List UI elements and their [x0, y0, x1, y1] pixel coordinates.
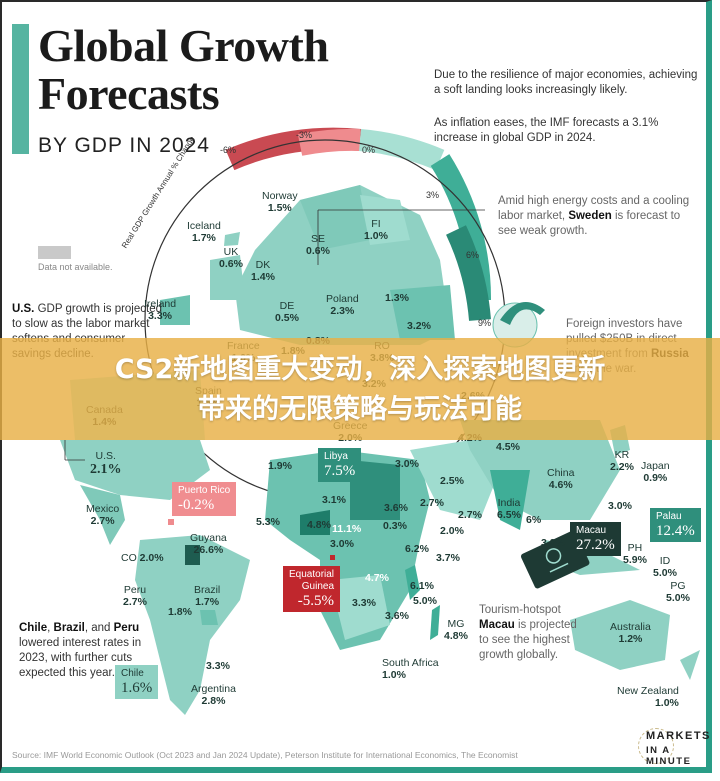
note-sweden: Amid high energy costs and a cooling lab…: [498, 195, 690, 237]
label-pg: PG 5.0%: [666, 580, 690, 604]
gauge-tick-0: 0%: [362, 145, 376, 155]
label-de: DE 0.5%: [275, 300, 299, 324]
label-uk: UK 0.6%: [219, 246, 243, 270]
label-thailand: 3.2%: [541, 537, 565, 549]
label-se: SE 0.6%: [306, 233, 330, 257]
label-ukraine-region: 3.2%: [407, 320, 431, 332]
label-nigeria: 3.0%: [330, 538, 354, 550]
no-data-swatch: [38, 246, 71, 259]
label-us: U.S. 2.1%: [90, 450, 122, 477]
label-new-zealand: New Zealand 1.0%: [617, 685, 679, 709]
gauge-tick-neg6: -6%: [220, 145, 237, 155]
label-japan: Japan 0.9%: [641, 460, 670, 484]
title-accent-bar: [12, 24, 29, 154]
label-taiwan: 3.0%: [608, 500, 632, 512]
label-brazil: Brazil 1.7%: [194, 584, 221, 608]
gauge-tick-9: 9%: [478, 318, 492, 328]
label-iran: 2.5%: [440, 475, 464, 487]
callout-macau: Macau 27.2%: [570, 522, 621, 556]
label-morocco: 1.9%: [268, 460, 292, 472]
page-title: Global Growth Forecasts: [38, 20, 329, 119]
title-line-2: Forecasts: [38, 68, 220, 119]
markets-in-a-minute-logo: MARKETS IN A MINUTE: [638, 728, 709, 767]
label-angola: 3.3%: [352, 597, 376, 609]
page-subtitle: BY GDP IN 2024: [38, 134, 210, 157]
title-line-1: Global Growth: [38, 20, 329, 71]
label-yemen: 2.0%: [440, 525, 464, 537]
promo-overlay-text: CS2新地图重大变动，深入探索地图更新 带来的无限策略与玩法可能: [0, 350, 720, 430]
label-id: ID 5.0%: [653, 555, 677, 579]
label-fi: FI 1.0%: [364, 218, 388, 242]
label-niger: 11.1%: [332, 523, 362, 535]
gauge-arc: [225, 127, 492, 322]
label-saudi: 2.7%: [420, 497, 444, 509]
no-data-label: Data not available.: [38, 262, 113, 272]
label-mozambique: 5.0%: [413, 595, 437, 607]
label-egypt: 3.6%: [384, 502, 408, 514]
label-ireland: Ireland 3.3%: [144, 298, 177, 322]
gauge-tick-3: 3%: [426, 190, 440, 200]
callout-libya: Libya 7.5%: [318, 448, 362, 482]
label-ethiopia: 6.2%: [405, 543, 429, 555]
gauge-tick-neg3: -3%: [296, 130, 313, 140]
label-zimbabwe: 3.6%: [385, 610, 409, 622]
callout-equatorial-guinea: Equatorial Guinea -5.5%: [283, 566, 341, 612]
label-mexico: Mexico 2.7%: [86, 503, 120, 527]
label-uruguay: 3.3%: [206, 660, 230, 672]
overlay-line-2: 带来的无限策略与玩法可能: [198, 394, 522, 425]
note-south-america: Chile, Brazil, and Peru lowered interest…: [19, 622, 142, 679]
logo-line-2: IN A MINUTE: [646, 745, 692, 767]
label-drc: 4.7%: [365, 572, 389, 584]
label-iraq: 3.0%: [395, 458, 419, 470]
label-ph: PH 5.9%: [623, 542, 647, 566]
callout-palau: Palau 12.4%: [650, 508, 701, 542]
label-kr: KR 2.2%: [610, 449, 634, 473]
label-co: CO 2.0%: [121, 552, 164, 564]
label-norway: Norway 1.5%: [262, 190, 298, 214]
label-australia: Australia 1.2%: [610, 621, 651, 645]
label-argentina: Argentina 2.8%: [191, 683, 236, 707]
label-poland: Poland 2.3%: [326, 293, 359, 317]
callout-puerto-rico: Puerto Rico -0.2%: [172, 482, 237, 516]
label-south-africa: South Africa 1.0%: [382, 657, 439, 681]
overlay-line-1: CS2新地图重大变动，深入探索地图更新: [114, 354, 606, 385]
label-west-africa: 5.3%: [256, 516, 280, 528]
source-citation: Source: IMF World Economic Outlook (Oct …: [12, 750, 518, 760]
intro-paragraph-2: As inflation eases, the IMF forecasts a …: [434, 117, 659, 144]
intro-paragraph-1: Due to the resilience of major economies…: [434, 69, 698, 96]
label-india: India 6.5%: [497, 497, 521, 521]
label-chad: 0.3%: [383, 520, 407, 532]
label-somalia: 3.7%: [436, 552, 460, 564]
logo-line-1: MARKETS: [646, 730, 711, 742]
label-china: China 4.6%: [547, 467, 575, 491]
label-iceland: Iceland 1.7%: [187, 220, 221, 244]
label-peru: Peru 2.7%: [123, 584, 147, 608]
label-tanzania: 6.1%: [410, 580, 434, 592]
note-macau: Tourism-hotspot Macau is projected to se…: [479, 604, 577, 661]
label-bolivia: 1.8%: [168, 606, 192, 618]
label-mg: MG 4.8%: [444, 618, 468, 642]
label-dk: DK 1.4%: [251, 259, 275, 283]
label-bangladesh: 6%: [526, 514, 542, 526]
promo-overlay-banner: [0, 338, 720, 440]
gauge-tick-6: 6%: [466, 250, 480, 260]
logo-ring-icon: [638, 728, 674, 764]
label-guyana: Guyana 26.6%: [190, 532, 227, 556]
label-burkina: 4.8%: [307, 519, 331, 531]
callout-chile: Chile 1.6%: [115, 665, 159, 699]
label-mongolia: 4.5%: [496, 441, 520, 453]
label-baltic: 1.3%: [385, 292, 409, 304]
label-algeria: 3.1%: [322, 494, 346, 506]
label-oman: 2.7%: [458, 509, 482, 521]
